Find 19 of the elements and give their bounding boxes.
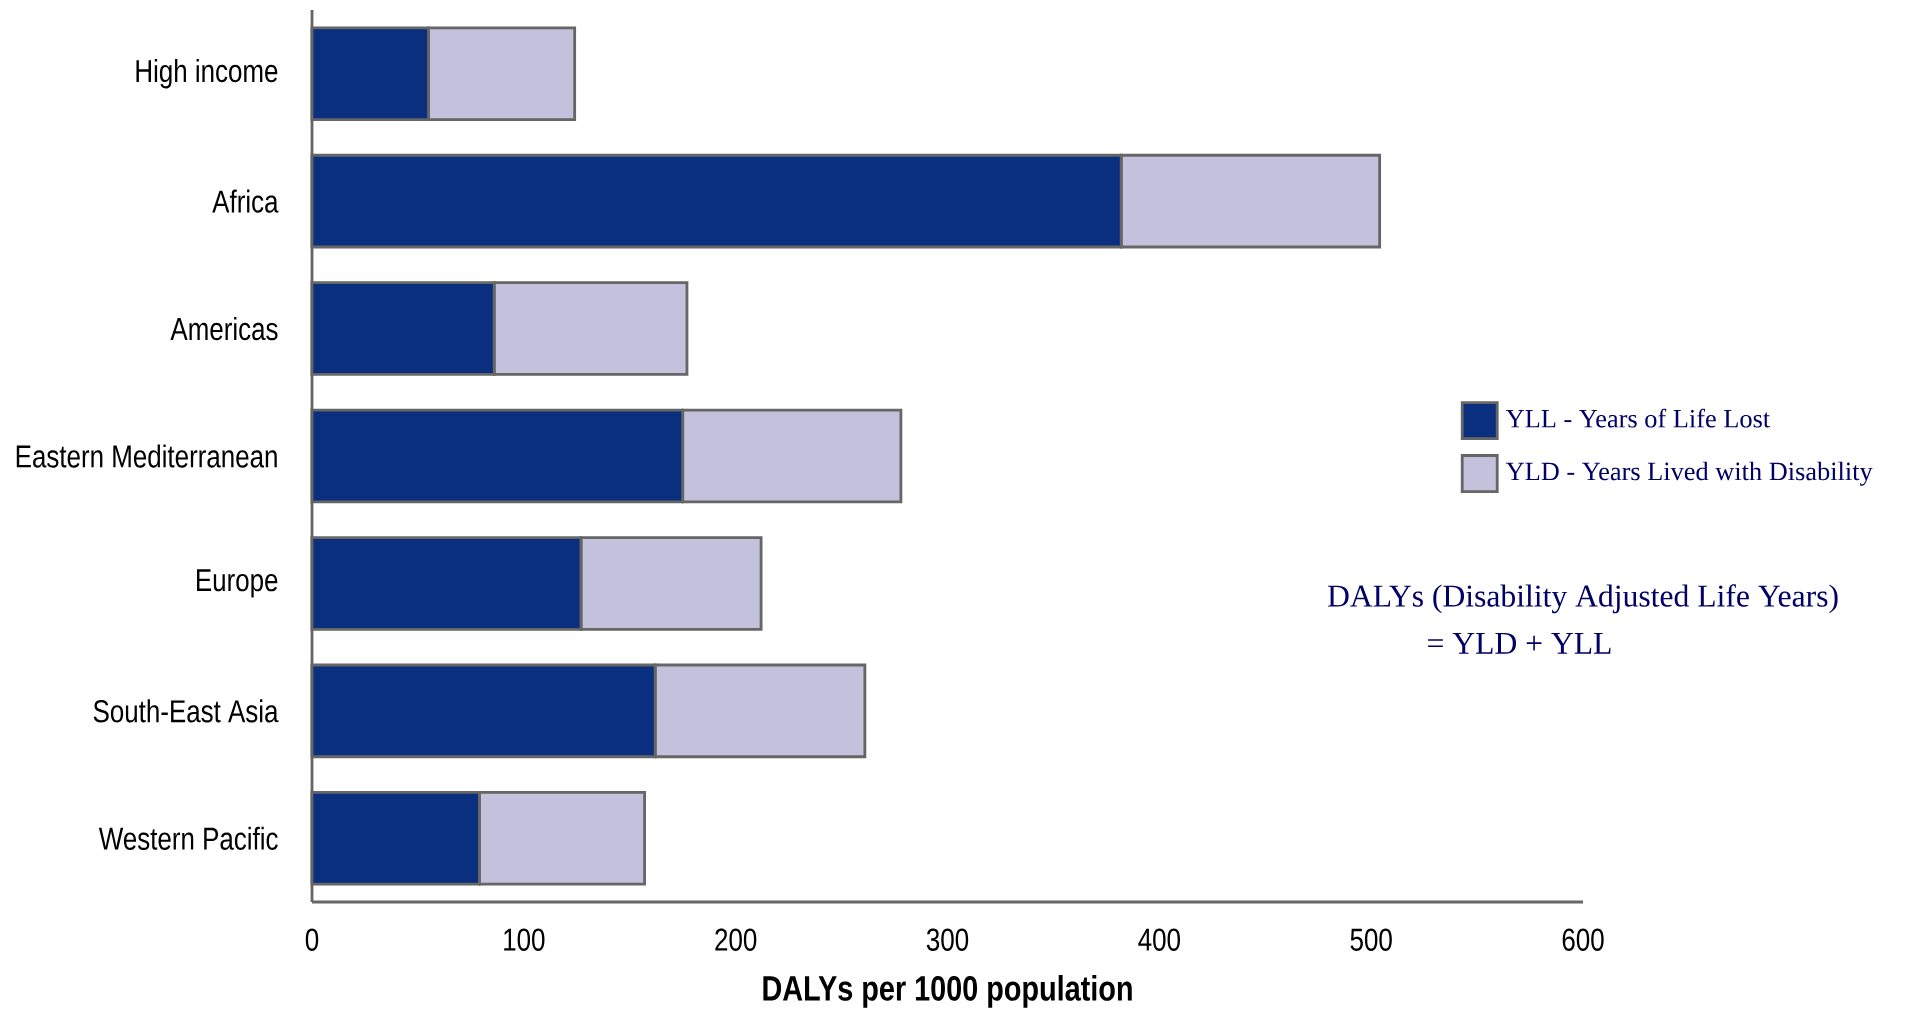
x-tick-label: 400 bbox=[1138, 928, 1180, 951]
legend-label: YLD - Years Lived with Disability bbox=[1505, 461, 1873, 486]
y-tick-label: South-East Asia bbox=[93, 699, 279, 723]
y-tick-label: High income bbox=[136, 58, 278, 89]
y-tick-label: Europe bbox=[197, 569, 278, 598]
legend-label: YLL - Years of Life Lost bbox=[1505, 408, 1771, 428]
x-tick-label: 500 bbox=[1350, 928, 1392, 951]
x-axis-title: DALYs per 1000 population bbox=[763, 975, 1132, 1008]
x-tick-label: 300 bbox=[926, 928, 969, 951]
y-tick-label: Africa bbox=[212, 189, 279, 213]
y-tick-label: Eastern Mediterranean bbox=[16, 444, 277, 468]
x-tick-label: 0 bbox=[305, 928, 319, 951]
x-tick-label: 100 bbox=[504, 928, 545, 951]
annotation: = YLD + YLL bbox=[1428, 632, 1611, 654]
x-tick-label: 200 bbox=[715, 928, 757, 951]
y-tick-label: Western Pacific bbox=[98, 826, 278, 850]
y-tick-label: Americas bbox=[170, 316, 278, 341]
annotation: DALYs (Disability Adjusted Life Years) bbox=[1327, 584, 1838, 614]
x-tick-label: 600 bbox=[1562, 928, 1604, 951]
